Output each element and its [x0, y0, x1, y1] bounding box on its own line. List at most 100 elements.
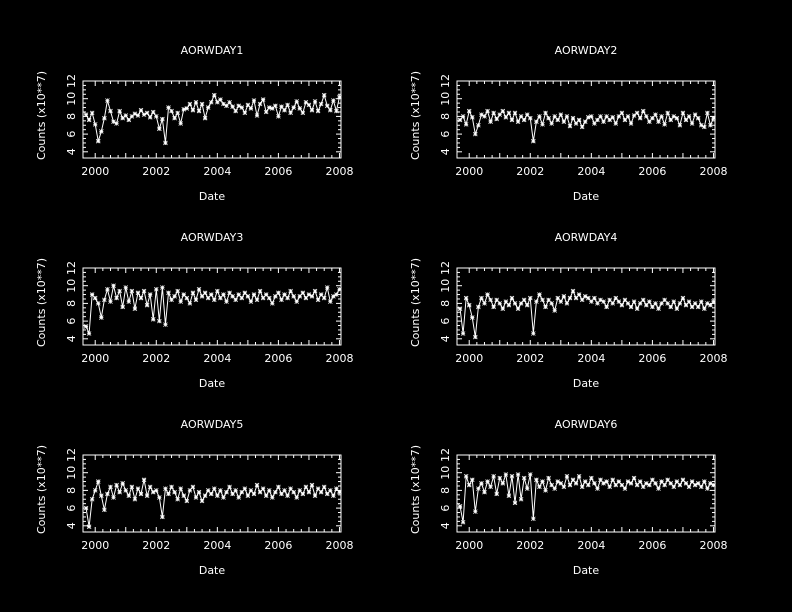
data-point [659, 114, 664, 119]
x-tick-label: 2000 [81, 352, 109, 365]
data-point [208, 99, 214, 105]
data-point [540, 479, 545, 484]
data-point [337, 489, 342, 495]
y-tick-label: 4 [439, 335, 452, 342]
data-point [86, 331, 92, 336]
data-point [157, 495, 162, 500]
data-point [251, 491, 257, 497]
data-point [524, 112, 530, 117]
data-point [582, 294, 588, 299]
data-point [656, 306, 661, 311]
data-point [294, 99, 300, 104]
plot-frame [82, 267, 342, 346]
data-point [297, 106, 303, 111]
data-point [334, 292, 339, 297]
data-point [485, 292, 490, 297]
data-point [337, 94, 342, 100]
data-point [628, 121, 634, 126]
data-point [640, 297, 646, 303]
data-point [527, 295, 533, 301]
data-point [607, 117, 612, 123]
data-point [187, 488, 193, 493]
data-point [607, 484, 612, 490]
data-point [218, 295, 223, 301]
data-point [659, 301, 664, 306]
x-tick-label: 2000 [455, 352, 483, 365]
data-point [242, 290, 248, 296]
data-point [494, 297, 499, 303]
data-point [531, 516, 536, 522]
data-point [515, 306, 521, 311]
y-tick-label: 10 [439, 466, 452, 480]
plot-frame [456, 454, 716, 533]
data-point [328, 107, 333, 113]
y-tick-label: 6 [439, 505, 452, 512]
data-point [312, 288, 318, 294]
data-point [114, 121, 119, 126]
data-point [506, 493, 512, 498]
data-point [190, 290, 196, 296]
chart-title: AORWDAY3 [181, 231, 244, 244]
data-point [610, 301, 615, 306]
data-point [537, 114, 542, 119]
data-point [95, 138, 101, 144]
data-point [619, 302, 625, 308]
plot-frame [456, 267, 716, 346]
data-point [570, 288, 576, 294]
data-point [491, 473, 496, 479]
data-point [309, 482, 315, 488]
data-point [457, 306, 463, 311]
data-point [677, 482, 683, 488]
data-point [698, 122, 704, 128]
data-point [644, 481, 649, 486]
chart-title: AORWDAY5 [181, 418, 244, 431]
data-point [500, 108, 506, 114]
data-point [558, 481, 564, 486]
data-point [476, 304, 481, 310]
data-point [515, 472, 521, 477]
data-point [711, 299, 716, 304]
data-point [144, 110, 150, 116]
data-point [288, 288, 293, 294]
data-point [132, 496, 138, 502]
data-point [309, 107, 315, 113]
data-point [473, 509, 478, 514]
data-point [117, 108, 122, 114]
data-point [622, 297, 628, 303]
data-point [92, 122, 98, 127]
data-point [631, 299, 637, 304]
data-point [702, 124, 707, 130]
data-point [144, 493, 150, 498]
y-tick-label: 12 [439, 261, 452, 275]
data-point [586, 115, 591, 120]
data-point [625, 114, 631, 119]
data-point [276, 114, 281, 119]
data-point [294, 299, 300, 304]
y-axis-label: Counts (x10**7) [35, 71, 48, 160]
data-point [318, 101, 324, 107]
data-point [683, 481, 689, 486]
data-point [111, 283, 116, 288]
data-point [117, 288, 122, 294]
data-point [488, 119, 493, 124]
data-point [230, 294, 235, 299]
data-point [324, 491, 330, 497]
data-point [534, 477, 539, 483]
data-point [166, 105, 171, 110]
data-point [634, 306, 640, 311]
data-point [586, 295, 591, 301]
data-point [251, 98, 257, 103]
data-point [549, 301, 554, 306]
data-point [579, 297, 585, 303]
x-tick-label: 2000 [455, 165, 483, 178]
data-point [509, 473, 515, 479]
y-tick-label: 8 [65, 300, 78, 307]
data-point [665, 477, 670, 483]
data-point [634, 110, 640, 116]
data-point [619, 110, 625, 116]
data-point [157, 318, 162, 324]
data-point [500, 306, 506, 311]
data-point [270, 301, 275, 306]
data-point [334, 486, 339, 491]
